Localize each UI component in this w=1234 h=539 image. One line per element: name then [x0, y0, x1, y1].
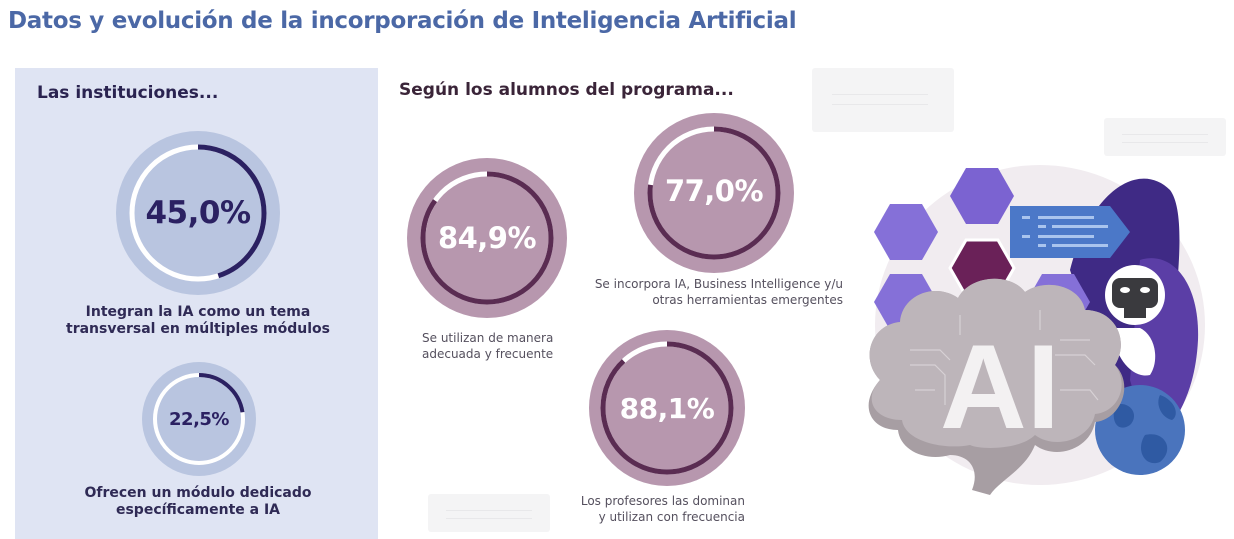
- donut-ring-icon: [634, 113, 794, 273]
- donut-ring-icon: [116, 131, 280, 295]
- donut-ring-icon: [142, 362, 256, 476]
- stat-value: 84,9%: [437, 221, 537, 255]
- ai-illustration: AI: [840, 150, 1220, 539]
- students-heading: Según los alumnos del programa...: [399, 80, 734, 100]
- donut-students-adequate-use: 84,9%: [407, 158, 567, 318]
- decorative-bubble: [812, 68, 954, 132]
- ai-label: AI: [940, 320, 1060, 454]
- stat-value: 22,5%: [169, 408, 229, 430]
- decorative-bubble: [1104, 118, 1226, 156]
- stat-caption: Ofrecen un módulo dedicado específicamen…: [84, 485, 312, 518]
- stat-value: 88,1%: [619, 391, 715, 425]
- donut-institutions-dedicated-module: 22,5%: [142, 362, 256, 476]
- stat-value: 77,0%: [664, 174, 764, 208]
- stat-value: 45,0%: [145, 195, 251, 231]
- stat-caption: Los profesores las dominan y utilizan co…: [580, 494, 745, 524]
- decorative-bubble: [428, 494, 550, 532]
- stat-caption: Integran la IA como un tema transversal …: [66, 304, 330, 337]
- stat-caption: Se incorpora IA, Business Intelligence y…: [594, 277, 843, 307]
- institutions-heading: Las instituciones...: [37, 83, 219, 103]
- robot-icon: [1105, 265, 1165, 376]
- brain-cloud-icon: AI: [868, 278, 1125, 495]
- donut-institutions-transversal: 45,0%: [116, 131, 280, 295]
- donut-students-bi-tools: 77,0%: [634, 113, 794, 273]
- page-title: Datos y evolución de la incorporación de…: [8, 8, 797, 34]
- donut-ring-icon: [589, 330, 745, 486]
- donut-ring-icon: [407, 158, 567, 318]
- stat-caption: Se utilizan de manera adecuada y frecuen…: [422, 331, 554, 361]
- donut-students-teachers-mastery: 88,1%: [589, 330, 745, 486]
- code-panel-icon: [1010, 206, 1130, 258]
